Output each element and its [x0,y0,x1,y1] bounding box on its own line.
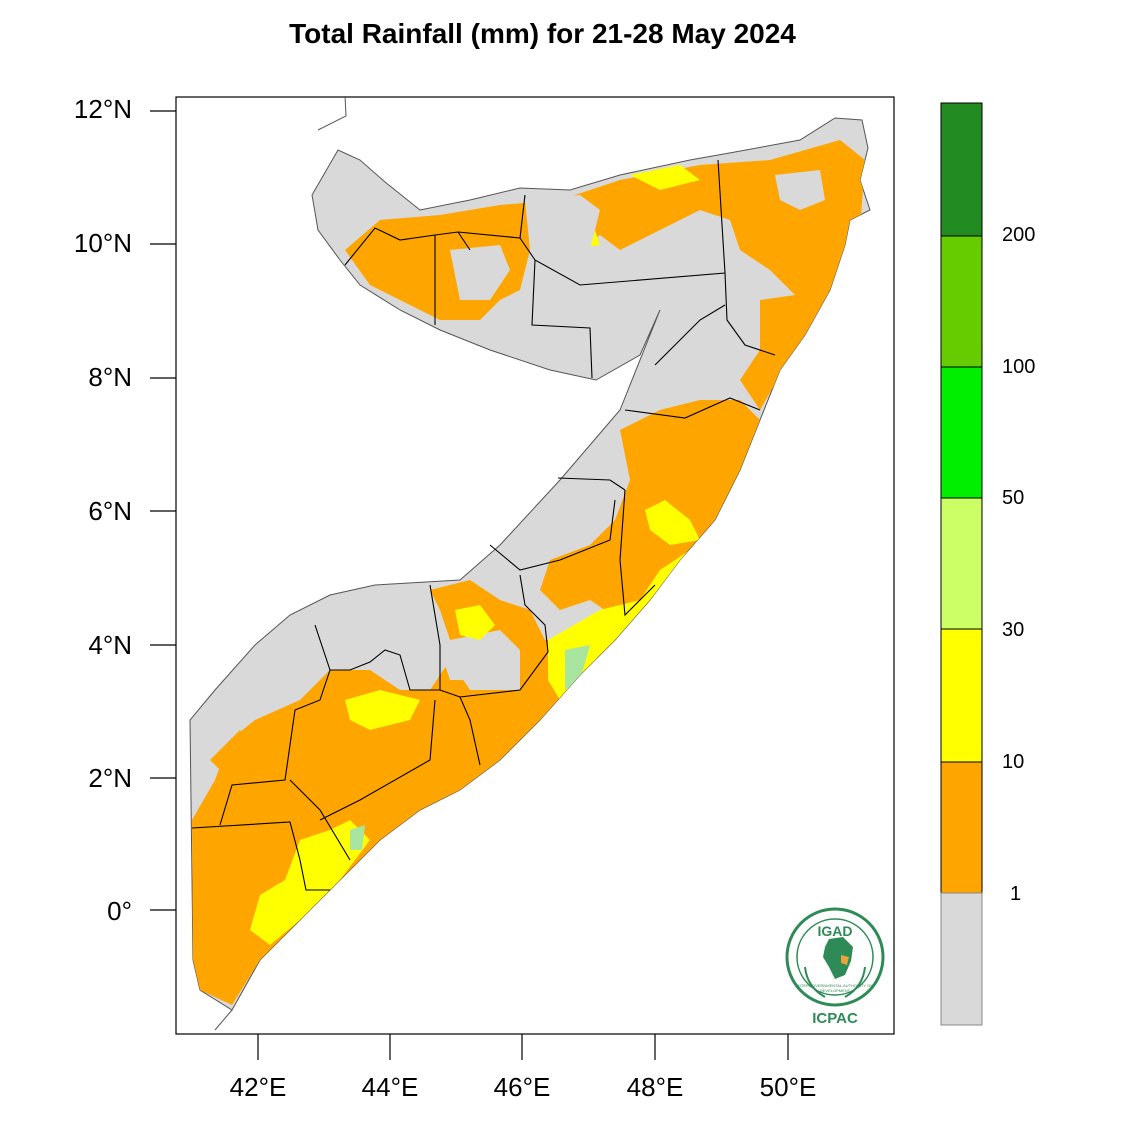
cb-swatch-1 [940,761,983,894]
y-tick-label: 12°N [73,94,132,124]
logo-top-text: IGAD [817,923,853,939]
y-tick-label: 0° [107,896,132,926]
x-tick-label: 50°E [759,1072,817,1102]
axis-ticks [150,110,789,1060]
cb-label: 50 [1002,487,1025,509]
map-title: Total Rainfall (mm) for 21-28 May 2024 [289,18,796,49]
region-boundaries [191,159,776,891]
igad-logo [785,907,885,1007]
rainfall-fields [192,140,865,1005]
y-tick-label: 10°N [73,228,132,258]
cb-swatch-0 [940,892,983,1026]
cb-swatch-50 [940,366,983,499]
cb-label: 30 [1002,619,1025,641]
x-tick-label: 44°E [361,1072,419,1102]
y-tick-label: 4°N [88,630,132,660]
y-tick-label: 8°N [88,362,132,392]
cb-label: 10 [1002,751,1025,773]
y-tick-label: 2°N [88,763,132,793]
y-tick-label: 6°N [88,496,132,526]
x-tick-label: 48°E [626,1072,684,1102]
logo-ring-text: INTERGOVERNMENTAL AUTHORITY ON DEVELOPME… [796,983,874,993]
logo-bottom-text: ICPAC [812,1010,858,1027]
map-frame [175,96,895,1035]
cb-swatch-10 [940,628,983,763]
x-tick-label: 42°E [229,1072,287,1102]
color-bar [940,102,983,1026]
cb-swatch-30 [940,497,983,630]
cb-swatch-100 [940,235,983,368]
cb-swatch-200plus [940,102,983,237]
x-tick-label: 46°E [493,1072,551,1102]
neighbour-borders [214,95,347,1031]
cb-label: 200 [1002,224,1036,246]
cb-label: 100 [1002,356,1036,378]
cb-label: 1 [1010,883,1022,905]
